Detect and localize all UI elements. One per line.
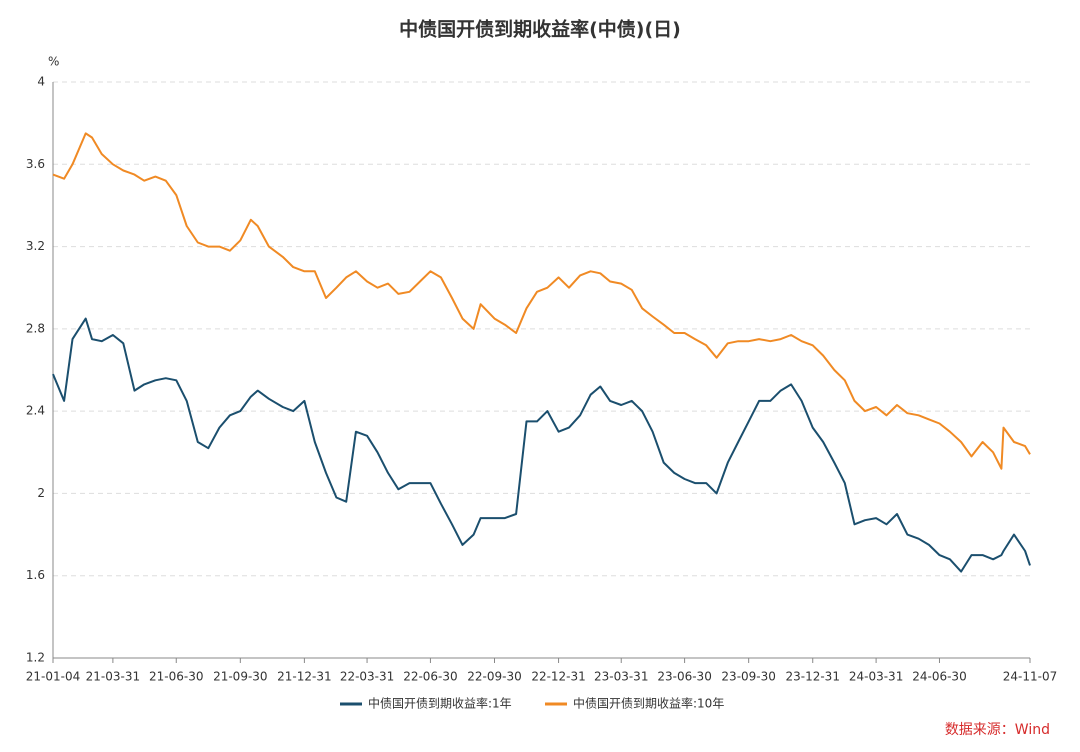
y-tick-label: 4	[37, 75, 45, 89]
x-tick-label: 24-03-31	[849, 670, 903, 684]
y-tick-label: 2	[37, 486, 45, 500]
x-tick-label: 23-03-31	[594, 670, 648, 684]
series-line	[52, 317, 1031, 573]
x-tick-label: 23-12-31	[785, 670, 839, 684]
x-tick-label: 24-11-07	[1003, 670, 1057, 684]
source: 数据来源：Wind	[945, 722, 1050, 738]
series-line	[52, 132, 1031, 470]
x-tick-label: 22-12-31	[531, 670, 585, 684]
x-tick-label: 23-09-30	[721, 670, 775, 684]
y-tick-label: 2.4	[26, 404, 45, 418]
y-tick-label: 1.6	[26, 568, 45, 582]
x-tick-label: 22-03-31	[340, 670, 394, 684]
y-tick-label: 2.8	[26, 321, 45, 335]
x-tick-label: 22-09-30	[467, 670, 521, 684]
y-tick-label: 3.6	[26, 157, 45, 171]
legend-label: 中债国开债到期收益率:1年	[368, 696, 512, 711]
y-tick-label: 1.2	[26, 651, 45, 665]
x-tick-label: 21-06-30	[149, 670, 203, 684]
x-tick-label: 21-01-04	[26, 670, 80, 684]
legend-label: 中债国开债到期收益率:10年	[573, 696, 724, 711]
x-tick-label: 21-03-31	[86, 670, 140, 684]
x-tick-label: 22-06-30	[403, 670, 457, 684]
x-tick-label: 21-12-31	[277, 670, 331, 684]
x-tick-label: 24-06-30	[912, 670, 966, 684]
y-unit: %	[48, 55, 59, 69]
chart-title: 中债国开债到期收益率(中债)(日)	[399, 18, 681, 41]
x-tick-label: 23-06-30	[657, 670, 711, 684]
y-tick-label: 3.2	[26, 239, 45, 253]
x-tick-label: 21-09-30	[213, 670, 267, 684]
